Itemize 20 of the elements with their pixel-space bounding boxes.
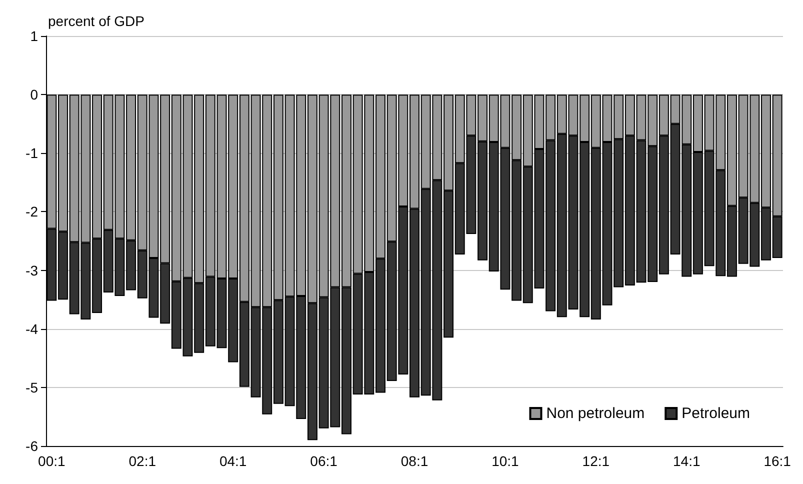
legend-label: Non petroleum — [546, 405, 645, 422]
x-tick-label: 14:1 — [673, 453, 700, 469]
x-tick-label: 08:1 — [400, 453, 428, 469]
y-tick-label: 1 — [30, 28, 38, 44]
y-tick-label: -5 — [26, 379, 38, 396]
y-tick-label: -3 — [26, 262, 38, 278]
x-tick-label: 00:1 — [38, 453, 66, 469]
x-tick-label: 06:1 — [310, 453, 338, 469]
y-tick-label: -1 — [26, 145, 38, 162]
x-tick-label: 10:1 — [492, 453, 520, 469]
y-tick-label: 0 — [30, 86, 38, 103]
legend-label: Petroleum — [682, 405, 750, 422]
y-tick-label: -4 — [26, 320, 38, 337]
y-tick-label: -6 — [26, 438, 38, 454]
y-tick-label: -2 — [26, 204, 38, 220]
x-tick-label: 16:1 — [764, 453, 792, 469]
y-axis-title: percent of GDP — [48, 13, 144, 29]
x-tick-label: 04:1 — [219, 453, 247, 469]
x-tick-label: 02:1 — [128, 453, 156, 469]
x-tick-label: 12:1 — [582, 453, 610, 469]
